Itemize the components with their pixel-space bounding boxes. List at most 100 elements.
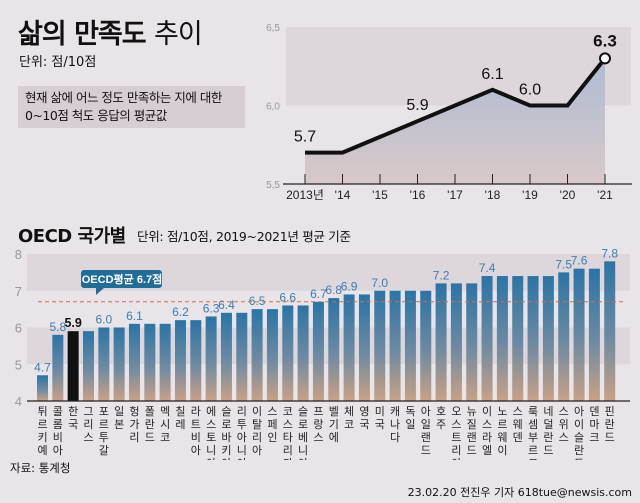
x-tick-label: '17 (447, 188, 463, 202)
country-label: 룩셈부르크 (528, 405, 538, 460)
country-label: 리투아니아 (237, 405, 247, 460)
bar (527, 276, 539, 401)
bar (420, 290, 432, 401)
bar (312, 301, 324, 401)
data-label: 6.1 (481, 66, 503, 83)
bar (205, 316, 217, 401)
data-label: 5.7 (294, 129, 316, 146)
bar-value-label: 6.5 (249, 294, 266, 308)
country-label: 슬로바키아 (221, 405, 231, 460)
title-bold: 삶의 만족도 (18, 19, 147, 50)
bar (159, 323, 171, 401)
bar (481, 276, 493, 401)
bar (174, 320, 186, 401)
y-tick-label: 6,0 (266, 102, 280, 113)
note-line-2: 0~10점 척도 응답의 평균값 (25, 108, 167, 123)
line-chart-title: 삶의 만족도 추이 (18, 12, 203, 51)
average-callout (81, 270, 162, 295)
bar (328, 298, 340, 401)
bar-value-label: 7.6 (571, 254, 588, 268)
source-text: 자료: 통계청 (10, 461, 71, 475)
bar-chart: 4 5 6 7 8 4.7 튀 르 키 예 5.8 콜 롬 비 아 5.9 한 국 그 리 스 6.0 포 르 투 갈 일 본 6.1 헝… (15, 246, 630, 460)
x-tick-label: '20 (560, 188, 576, 202)
line-chart: 5,5 6,0 6,5 2013년 '14 '15 '16 '17 '18 '19 '20 '21 5.… (266, 23, 632, 202)
bar (404, 290, 416, 401)
country-label: 에스토니아 (206, 405, 216, 460)
bar (496, 276, 508, 401)
bar-value-label: 6.1 (126, 309, 143, 323)
note-line-1: 현재 삶에 어느 정도 만족하는 지에 대한 (25, 90, 222, 105)
bar (266, 309, 278, 401)
bar (52, 334, 64, 401)
data-line (305, 57, 607, 155)
bar-value-label: 7.4 (479, 261, 496, 275)
bar (236, 312, 248, 401)
bar (358, 294, 370, 401)
bar (588, 268, 600, 401)
bar (220, 312, 232, 401)
bar-value-label: 6.9 (341, 279, 358, 293)
bar (82, 331, 94, 401)
bar-value-label: 6.2 (172, 305, 189, 319)
bar (343, 294, 355, 401)
bar-value-label: 7.0 (371, 276, 388, 290)
x-tick-label: '15 (372, 188, 388, 202)
bar-value-label: 6.6 (279, 290, 296, 304)
data-label: 6.3 (593, 31, 617, 50)
title-light: 추이 (154, 19, 203, 50)
credit-text: 23.02.20 전진우 기자 618tue@newsis.com (407, 486, 632, 499)
bar-chart-unit: 단위: 점/10점, 2019~2021년 평균 기준 (137, 229, 351, 244)
bar-value-label: 6.7 (310, 287, 327, 301)
data-label: 5.9 (406, 97, 428, 114)
bar (98, 327, 110, 401)
bar-value-label: 6.8 (325, 283, 342, 297)
bar-korea (67, 331, 79, 401)
bar (450, 283, 462, 401)
line-chart-note: 현재 삶에 어느 정도 만족하는 지에 대한 0~10점 척도 응답의 평균값 (18, 86, 245, 128)
bar (113, 327, 125, 401)
x-tick-label: '18 (485, 188, 501, 202)
y-tick-label: 8 (15, 247, 22, 262)
bar (435, 283, 447, 401)
x-tick-label: '21 (597, 188, 613, 202)
bar (297, 305, 309, 401)
country-label: 오스트리아 (451, 406, 461, 460)
data-point-highlight (599, 52, 611, 65)
bar (374, 290, 386, 401)
bar (512, 276, 524, 401)
average-label: OECD평균 6.7점 (82, 272, 163, 286)
bar (558, 272, 570, 401)
y-tick-label: 5,5 (266, 180, 280, 191)
line-chart-unit: 단위: 점/10점 (19, 55, 97, 70)
bar-value-label: 4.7 (34, 360, 51, 374)
x-tick-label: '16 (410, 188, 426, 202)
bar (542, 276, 554, 401)
y-tick-label: 6 (15, 321, 22, 336)
bar-chart-title: OECD 국가별 (18, 226, 126, 247)
x-tick-label: '14 (335, 188, 351, 202)
